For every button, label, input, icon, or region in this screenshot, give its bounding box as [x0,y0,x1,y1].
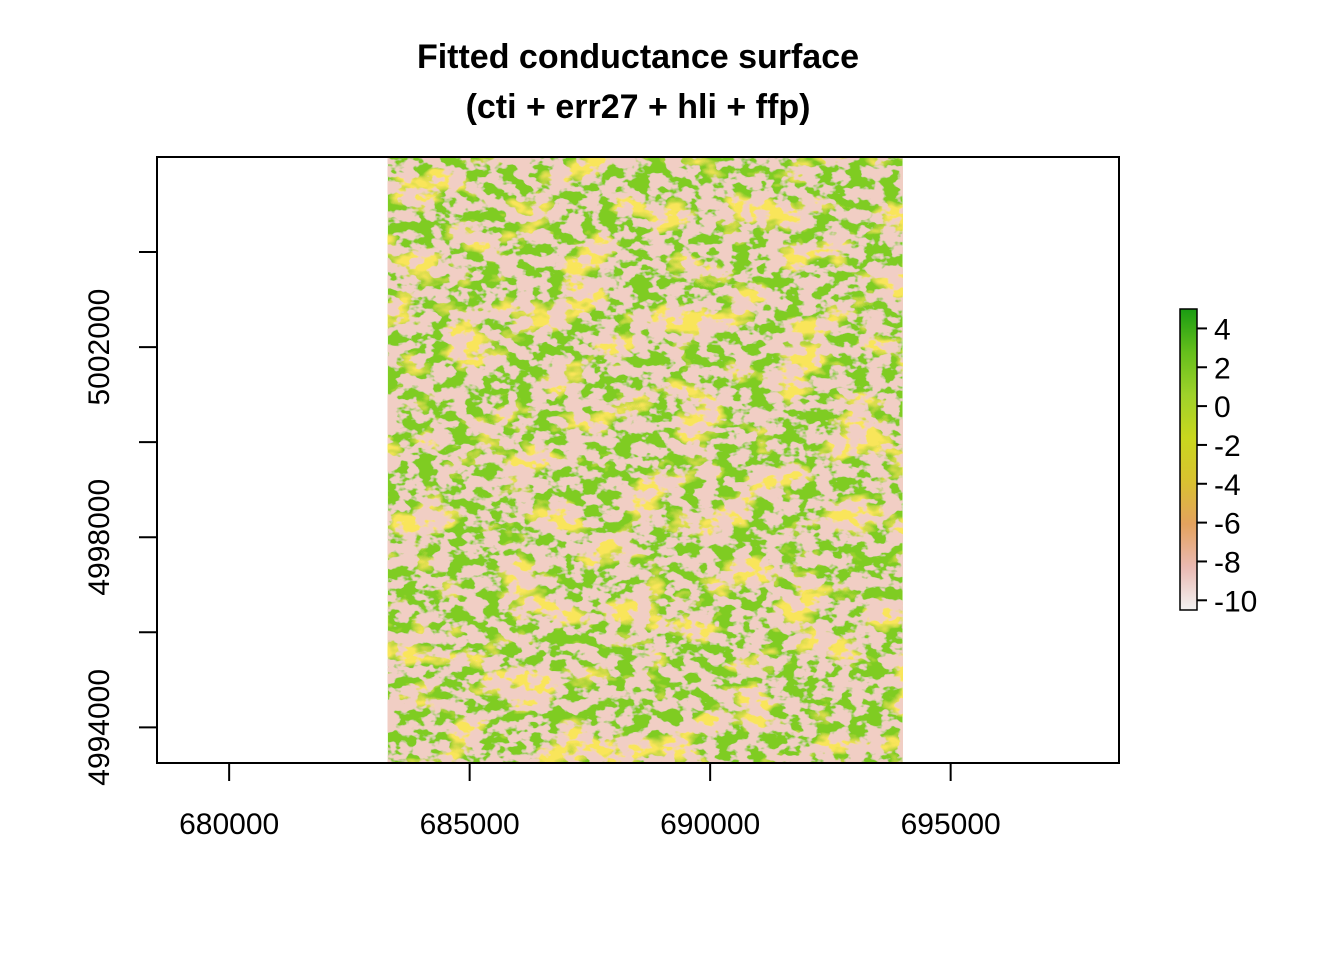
y-tick-label: 5002000 [83,289,116,406]
chart-subtitle: (cti + err27 + hli + ffp) [465,88,811,126]
legend-tick-label: -10 [1214,585,1257,618]
y-tick-label: 4998000 [83,479,116,596]
legend-tick-label: 0 [1214,391,1231,424]
x-tick-label: 680000 [179,808,279,841]
x-tick-label: 690000 [660,808,760,841]
color-legend: 4 2 0 -2 -4 -6 -8 -10 [1179,308,1257,618]
legend-tick-label: -2 [1214,430,1241,463]
legend-tick-label: -6 [1214,508,1241,541]
plot-frame [156,156,1120,764]
x-tick-label: 695000 [901,808,1001,841]
legend-tick-label: 4 [1214,313,1231,346]
y-tick-label: 4994000 [83,669,116,786]
y-axis: 4994000 4998000 5002000 [83,251,157,786]
legend-tick-label: -4 [1214,469,1241,502]
x-tick-label: 685000 [420,808,520,841]
legend-tick-label: -8 [1214,546,1241,579]
raster-surface [387,157,903,763]
plot-box [156,156,1120,764]
legend-colorbar [1179,308,1198,611]
raster-image [387,157,903,763]
legend-tick-label: 2 [1214,352,1231,385]
chart-title: Fitted conductance surface [416,38,860,76]
x-axis: 680000 685000 690000 695000 [179,763,1001,841]
